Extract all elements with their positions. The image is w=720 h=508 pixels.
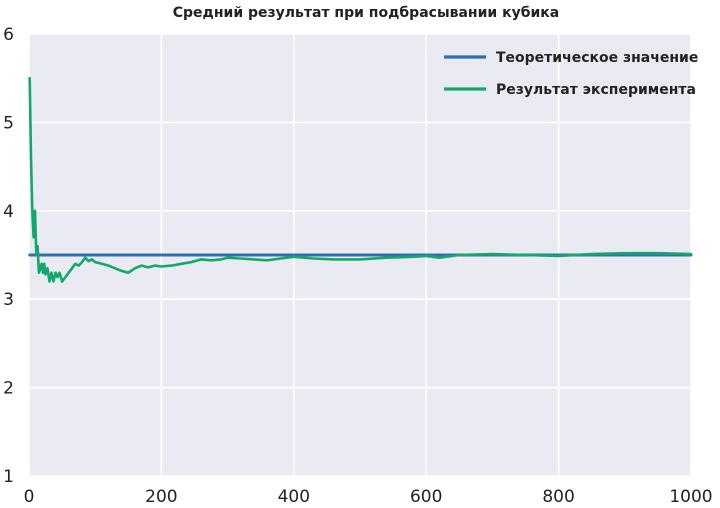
x-tick-label: 400	[278, 487, 310, 507]
y-tick-label: 1	[3, 467, 14, 487]
y-tick-label: 5	[3, 113, 14, 133]
x-tick-label: 600	[410, 487, 442, 507]
legend-label-1: Теоретическое значение	[496, 50, 698, 66]
y-tick-label: 3	[3, 290, 14, 310]
y-tick-label: 2	[3, 379, 14, 399]
chart-title: Средний результат при подбрасывании куби…	[173, 5, 560, 21]
x-tick-label: 800	[542, 487, 574, 507]
x-tick-label: 0	[24, 487, 35, 507]
legend-label-2: Результат эксперимента	[496, 82, 696, 98]
series-line-2	[28, 76, 693, 283]
y-tick-label: 6	[3, 25, 14, 45]
x-tick-label: 200	[145, 487, 177, 507]
x-tick-label: 1000	[669, 487, 712, 507]
y-tick-label: 4	[3, 202, 14, 222]
